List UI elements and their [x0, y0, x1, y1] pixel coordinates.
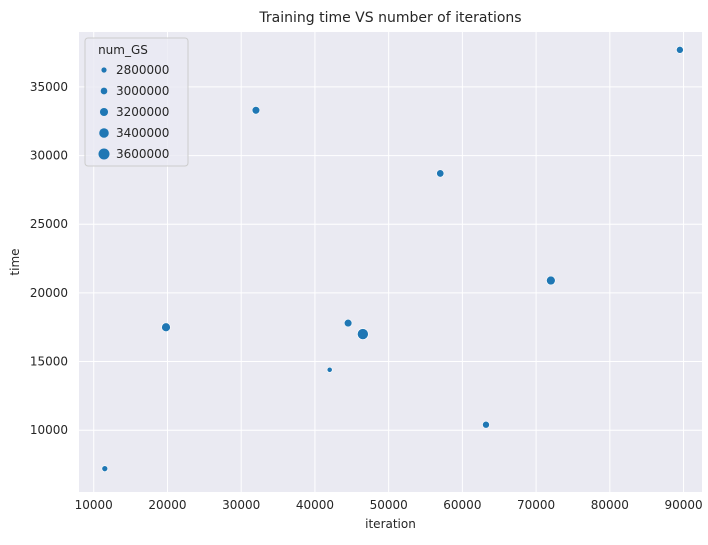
x-tick-label: 60000	[443, 498, 481, 512]
y-tick-label: 10000	[30, 423, 68, 437]
scatter-point	[343, 318, 353, 328]
y-tick-label: 15000	[30, 355, 68, 369]
legend-marker	[101, 67, 107, 73]
legend-entry-label: 3000000	[116, 84, 169, 98]
scatter-point	[546, 275, 556, 286]
x-tick-label: 50000	[370, 498, 408, 512]
x-tick-labels: 10000 20000 30000 40000 50000 60000 70000 80000…	[75, 498, 703, 512]
scatter-point	[357, 328, 369, 340]
x-tick-label: 40000	[296, 498, 334, 512]
scatter-point	[161, 322, 171, 332]
legend-marker	[100, 87, 108, 95]
x-tick-label: 80000	[591, 498, 629, 512]
chart-title: Training time VS number of iterations	[258, 10, 521, 26]
y-tick-label: 30000	[30, 149, 68, 163]
legend-entry-label: 3400000	[116, 126, 169, 140]
scatter-point	[251, 106, 261, 115]
y-tick-label: 35000	[30, 80, 68, 94]
legend-marker	[99, 128, 109, 138]
x-tick-label: 20000	[148, 498, 186, 512]
y-tick-label: 20000	[30, 286, 68, 300]
legend-entry-label: 3200000	[116, 105, 169, 119]
legend-entry-label: 3600000	[116, 147, 169, 161]
scatter-point	[676, 46, 684, 54]
scatter-point	[326, 366, 333, 373]
x-tick-label: 70000	[517, 498, 555, 512]
scatter-point	[482, 420, 490, 429]
legend-title: num_GS	[98, 43, 148, 57]
scatter-point	[436, 169, 445, 178]
scatter-point	[101, 465, 109, 472]
y-tick-labels: 10000 15000 20000 25000 30000 35000	[30, 80, 68, 437]
x-tick-label: 90000	[664, 498, 702, 512]
legend-marker	[98, 148, 110, 160]
y-tick-label: 25000	[30, 217, 68, 231]
grid-lines	[79, 32, 702, 492]
legend-entry-label: 2800000	[116, 63, 169, 77]
legend-box	[84, 37, 189, 167]
y-axis-label: time	[8, 248, 22, 275]
x-axis-label: iteration	[365, 517, 416, 531]
legend: num_GS 2800000 3000000 3200000 3400000 36000…	[84, 37, 189, 167]
legend-marker	[99, 107, 109, 117]
x-tick-label: 30000	[222, 498, 260, 512]
x-tick-label: 10000	[75, 498, 113, 512]
data-points	[101, 46, 684, 472]
